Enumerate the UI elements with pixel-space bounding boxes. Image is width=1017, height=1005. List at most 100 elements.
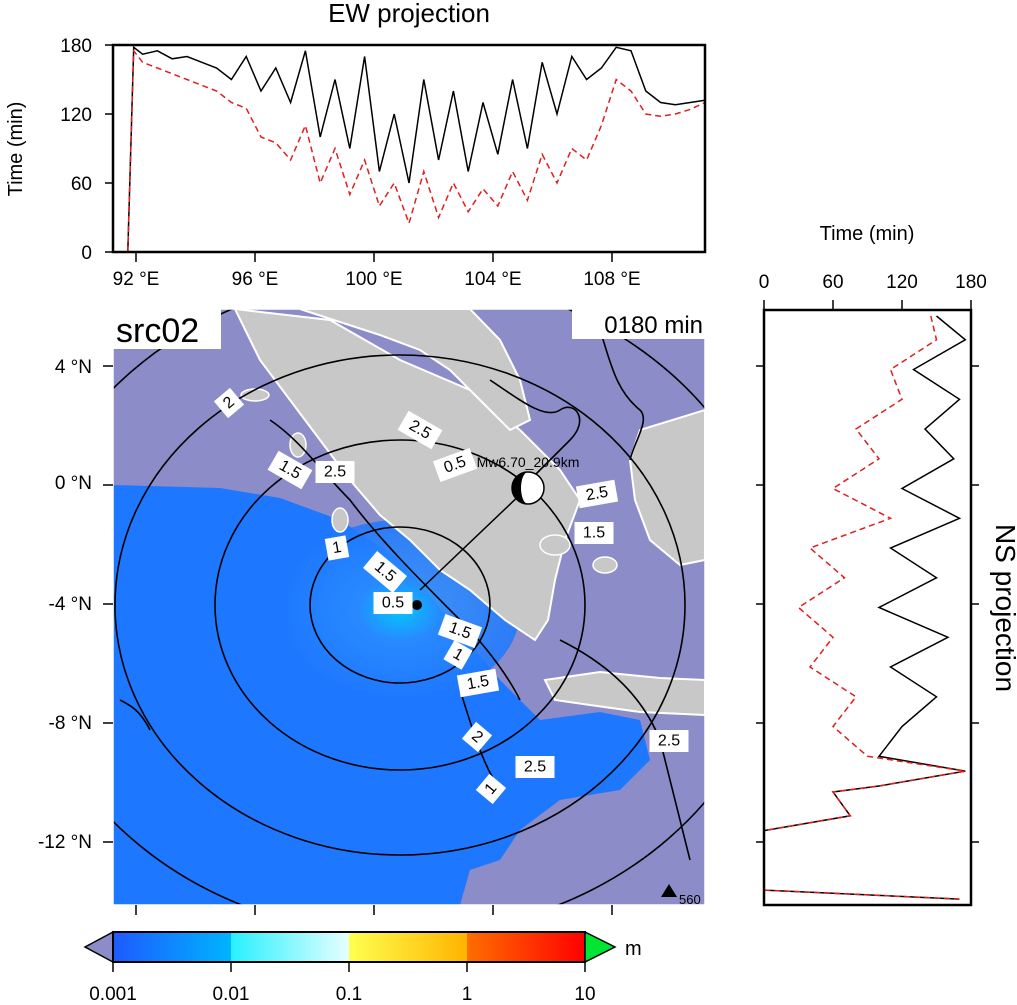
map-ytick-label: 4 °N (55, 357, 92, 378)
contour-label: 1 (475, 773, 507, 805)
contour-label: 1.5 (574, 522, 614, 544)
svg-text:1.5: 1.5 (583, 525, 605, 542)
ns-xlabel: Time (min) (820, 223, 915, 245)
ns-plot-bg (764, 310, 971, 905)
island (331, 507, 349, 533)
ns-series-line-1 (764, 315, 966, 900)
svg-text:0.5: 0.5 (442, 453, 469, 477)
focal-mechanism-beachball (511, 471, 545, 505)
ew-plot-bg (113, 45, 705, 252)
ns-yticks (756, 365, 979, 843)
contour-label: 1.5 (437, 613, 483, 649)
colorbar-tick-label: 10 (574, 984, 595, 1005)
svg-text:0.5: 0.5 (382, 595, 404, 612)
time-label: 0180 min (604, 312, 703, 339)
borneo-land (628, 408, 705, 567)
coastal-contour (119, 699, 151, 731)
map-content: Mw6.70_20.9km 21.5 2.511.50.51.511.5212.5… (113, 309, 705, 905)
svg-text:2.5: 2.5 (324, 464, 346, 481)
travel-time-contours (113, 309, 705, 905)
contour-label: 2 (461, 721, 493, 753)
map-xticks (135, 905, 613, 915)
ew-ytick-label: 180 (60, 36, 92, 57)
colorbar-tick-label: 0.1 (336, 984, 362, 1005)
contour-label: 1 (324, 535, 350, 561)
svg-text:2.5: 2.5 (658, 733, 680, 750)
ns-series-group (764, 315, 967, 900)
malay-peninsula-land (299, 309, 532, 432)
ew-ytick-label: 60 (71, 174, 92, 195)
svg-text:2.5: 2.5 (524, 759, 546, 776)
source-label: src02 (116, 312, 199, 350)
ew-xtick-label: 104 °E (464, 269, 521, 290)
ew-xtick-label: 100 °E (345, 269, 402, 290)
contour-label: 1.5 (456, 668, 500, 698)
svg-text:1: 1 (331, 539, 343, 557)
coastal-contour (489, 379, 581, 481)
colorbar: m 0.001 0.01 0.1 1 10 (83, 930, 642, 1005)
time-label-box (572, 309, 705, 339)
coastal-contour (599, 329, 645, 461)
map-panel: Mw6.70_20.9km 21.5 2.511.50.51.511.5212.5… (38, 308, 706, 915)
contour-label: 0.5 (373, 592, 413, 614)
colorbar-segment (349, 932, 467, 962)
contour-label: 2.5 (575, 479, 619, 509)
contour-label: 2.5 (515, 756, 555, 778)
colorbar-segment (231, 932, 349, 962)
colorbar-low-arrow (83, 930, 114, 964)
ew-xtick-label: 96 °E (232, 269, 279, 290)
ns-panel: Time (min) NS projection 0 60 120 180 (756, 223, 1017, 907)
colorbar-unit: m (625, 938, 642, 960)
ns-xtick-label: 60 (822, 272, 843, 293)
ew-title: EW projection (328, 0, 490, 28)
station-triangle-icon (661, 884, 677, 897)
ns-frame (762, 308, 973, 907)
map-ytick-label: 0 °N (55, 473, 92, 494)
island (539, 534, 571, 556)
contour-labels: 21.5 2.511.50.51.511.5212.50.52.51.52.52.… (213, 387, 689, 805)
fault-line (419, 489, 526, 591)
java-land (543, 670, 705, 717)
ew-series-line-0 (127, 45, 705, 252)
ew-xticks: 92 °E 96 °E 100 °E 104 °E 108 °E (113, 252, 641, 290)
ns-xtick-label: 180 (955, 272, 987, 293)
ns-xticks: 0 60 120 180 (759, 272, 987, 310)
colorbar-high-arrow (584, 930, 617, 964)
colorbar-tick-label: 0.01 (213, 984, 250, 1005)
colorbar-tick-label: 0.001 (89, 984, 137, 1005)
contour-ring (214, 439, 586, 771)
ew-yticks: 0 60 120 180 (60, 36, 113, 264)
island (592, 556, 618, 574)
ew-series-group (127, 45, 705, 252)
contour-ring (114, 354, 686, 856)
svg-text:2.5: 2.5 (585, 484, 610, 505)
coastal-contour (269, 419, 521, 701)
colorbar-segment (467, 932, 585, 962)
source-label-box (113, 309, 221, 349)
contour-label: 2 (213, 387, 245, 419)
ew-series-line-1 (127, 48, 705, 252)
contour-label: 1 (443, 640, 473, 670)
ew-xtick-label: 108 °E (583, 269, 640, 290)
ew-panel: EW projection Time (min) 0 60 120 180 92… (5, 0, 707, 290)
contour-label: 2.5 (649, 730, 689, 752)
ew-ytick-label: 0 (81, 243, 92, 264)
event-label: Mw6.70_20.9km (477, 454, 580, 470)
svg-text:1.5: 1.5 (447, 619, 474, 643)
contour-ring (309, 526, 491, 684)
ew-xtick-label: 92 °E (113, 269, 160, 290)
colorbar-segment (113, 932, 231, 962)
ew-frame (111, 43, 707, 254)
ns-xtick-label: 120 (886, 272, 918, 293)
ns-title: NS projection (990, 524, 1017, 692)
contour-label: 0.5 (432, 447, 478, 483)
map-ytick-label: -12 °N (38, 832, 92, 853)
island (289, 432, 307, 458)
map-ytick-label: -8 °N (49, 713, 93, 734)
svg-text:1.5: 1.5 (466, 673, 491, 694)
ew-ylabel: Time (min) (5, 102, 27, 197)
contour-label: 2.5 (315, 461, 355, 483)
ns-xtick-label: 0 (759, 272, 770, 293)
map-yticks: 4 °N 0 °N -4 °N -8 °N -12 °N (38, 357, 113, 853)
ew-ytick-label: 120 (60, 105, 92, 126)
